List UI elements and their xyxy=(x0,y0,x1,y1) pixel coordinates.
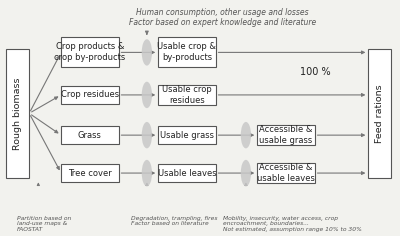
Bar xyxy=(158,84,216,105)
Text: Accessible &
usable leaves: Accessible & usable leaves xyxy=(257,163,315,183)
Text: Usable crop &
by-products: Usable crop & by-products xyxy=(158,42,216,63)
Text: Degradation, trampling, fires
Factor based on literature: Degradation, trampling, fires Factor bas… xyxy=(132,215,218,226)
Text: 100 %: 100 % xyxy=(300,67,331,77)
Text: Rough biomass: Rough biomass xyxy=(13,77,22,150)
Bar xyxy=(368,49,391,178)
Bar xyxy=(257,125,315,145)
Ellipse shape xyxy=(241,160,251,186)
Text: Accessible &
usable grass: Accessible & usable grass xyxy=(259,125,312,145)
Ellipse shape xyxy=(142,82,152,108)
Text: Crop residues: Crop residues xyxy=(61,90,119,99)
Bar xyxy=(61,86,118,104)
Bar xyxy=(158,38,216,67)
Text: Mobility, insecurity, water access, crop
encroachment, boundaries...
Not estimat: Mobility, insecurity, water access, crop… xyxy=(222,215,362,232)
Text: Tree cover: Tree cover xyxy=(68,169,112,177)
Text: Partition based on
land-use maps &
FAOSTAT: Partition based on land-use maps & FAOST… xyxy=(16,215,71,232)
Bar xyxy=(257,163,315,183)
Text: Usable crop
residues: Usable crop residues xyxy=(162,85,212,105)
Bar xyxy=(61,38,118,67)
Text: Feed rations: Feed rations xyxy=(375,84,384,143)
Ellipse shape xyxy=(142,122,152,148)
Text: Human consumption, other usage and losses
Factor based on expert knowledge and l: Human consumption, other usage and losse… xyxy=(129,8,316,27)
Bar xyxy=(6,49,29,178)
Bar xyxy=(61,164,118,182)
Text: Grass: Grass xyxy=(78,131,102,140)
Ellipse shape xyxy=(142,39,152,66)
Bar xyxy=(158,164,216,182)
Text: Usable grass: Usable grass xyxy=(160,131,214,140)
Text: Usable leaves: Usable leaves xyxy=(158,169,216,177)
Bar xyxy=(158,126,216,144)
Text: Crop products &
crop by-products: Crop products & crop by-products xyxy=(54,42,126,63)
Ellipse shape xyxy=(142,160,152,186)
Ellipse shape xyxy=(241,122,251,148)
Bar xyxy=(61,126,118,144)
